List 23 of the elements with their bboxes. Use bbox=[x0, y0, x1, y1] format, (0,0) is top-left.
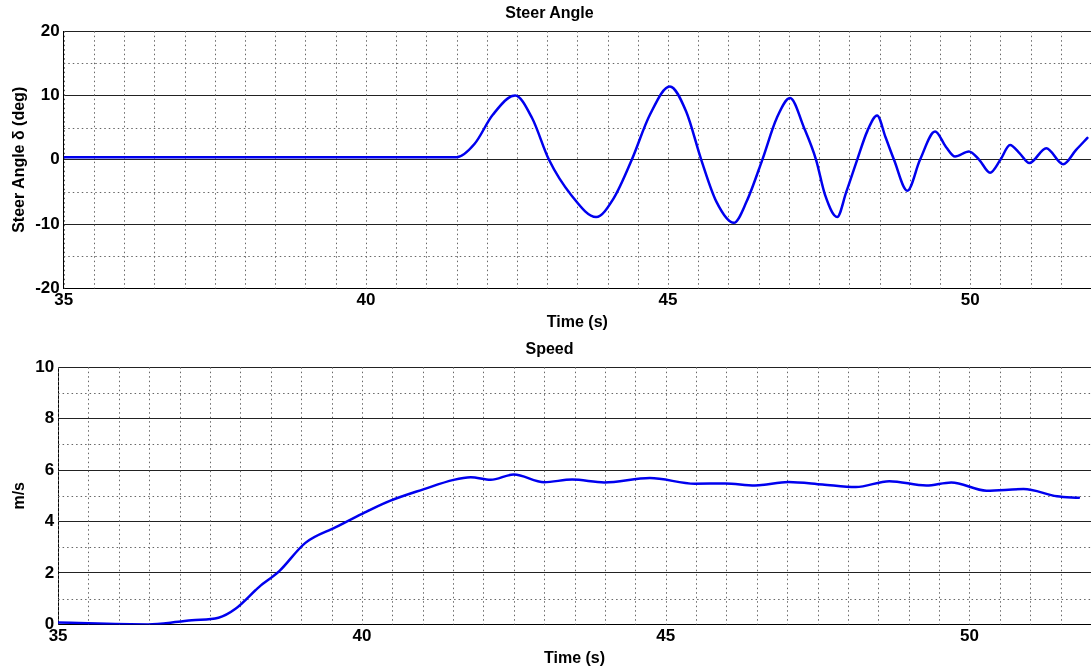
x-tick-label: 40 bbox=[356, 290, 376, 310]
y-tick-label: 0 bbox=[50, 149, 60, 169]
y-axis-title: m/s bbox=[10, 481, 28, 510]
x-axis-title: Time (s) bbox=[546, 312, 608, 330]
y-tick-label: 10 bbox=[35, 356, 55, 376]
line-series bbox=[63, 85, 1089, 225]
y-tick-label: 8 bbox=[44, 408, 55, 428]
y-tick-label: 10 bbox=[40, 85, 60, 105]
y-tick-label: 4 bbox=[44, 511, 55, 531]
x-tick-label: 40 bbox=[352, 626, 372, 646]
x-axis-title: Time (s) bbox=[544, 648, 606, 666]
line-series bbox=[58, 473, 1081, 625]
y-tick-label: 6 bbox=[44, 459, 55, 479]
x-tick-label: 45 bbox=[658, 290, 678, 310]
y-tick-label: -10 bbox=[35, 213, 60, 233]
y-axis-title: Steer Angle δ (deg) bbox=[10, 86, 28, 233]
x-tick-label: 50 bbox=[960, 290, 980, 310]
chart-title: Speed bbox=[525, 340, 574, 358]
x-tick-label: 45 bbox=[656, 626, 676, 646]
chart-title: Steer Angle bbox=[505, 4, 594, 22]
y-tick-label: 20 bbox=[40, 20, 60, 40]
y-tick-label: 2 bbox=[44, 562, 55, 582]
x-tick-label: 50 bbox=[960, 626, 979, 646]
